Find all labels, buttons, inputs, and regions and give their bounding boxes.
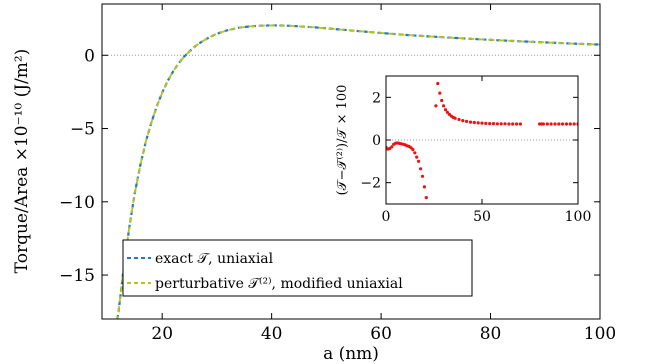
inset-y-axis: 2 0 −2 <box>360 90 578 192</box>
main-y-tick-label: 0 <box>84 46 95 66</box>
inset-data-point <box>557 122 561 126</box>
inset-data-point <box>442 104 446 108</box>
inset-data-point <box>553 122 557 126</box>
inset-x-tick-label: 0 <box>382 209 391 225</box>
inset-x-axis: 0 50 100 <box>382 76 592 225</box>
inset-data-point <box>415 155 419 159</box>
legend-label-exact: exact 𝒯, uniaxial <box>155 251 274 267</box>
main-x-axis-label: a (nm) <box>323 344 379 364</box>
main-y-tick-label: −10 <box>59 193 95 213</box>
main-series-group <box>116 24 600 319</box>
main-y-axis: 0 −5 −10 −15 <box>59 46 600 286</box>
inset-data-point <box>411 148 415 152</box>
main-x-axis: 20 40 60 80 100 <box>151 4 616 344</box>
main-x-tick-label: 80 <box>480 324 502 344</box>
inset-data-point <box>545 122 549 126</box>
inset-y-tick-label: 2 <box>372 90 381 106</box>
main-plot-frame <box>101 3 601 320</box>
inset-x-tick-label: 100 <box>565 209 592 225</box>
inset-x-tick-label: 50 <box>473 209 491 225</box>
inset-data-point <box>413 151 417 155</box>
inset-data-point <box>445 110 449 114</box>
main-y-axis-label: Torque/Area ×10⁻¹⁰ (J/m²) <box>12 49 32 274</box>
inset-data-point <box>488 122 492 126</box>
main-x-tick-label: 60 <box>370 324 392 344</box>
legend-label-perturbative: perturbative 𝒯⁽²⁾, modified uniaxial <box>155 276 403 292</box>
inset-data-point <box>507 122 511 126</box>
main-y-tick-label: −5 <box>70 120 95 140</box>
inset-data-point <box>472 120 476 125</box>
main-y-tick-label: −15 <box>59 266 95 286</box>
inset-data-point <box>549 122 553 126</box>
main-x-tick-label: 100 <box>584 324 616 344</box>
inset-data-point <box>420 174 425 178</box>
inset-data-point <box>518 122 523 126</box>
inset-data-point <box>572 122 576 126</box>
inset-data-point <box>443 108 448 112</box>
inset-data-point <box>440 98 444 103</box>
inset-data-point <box>417 159 421 163</box>
series-perturbative-line <box>116 24 600 319</box>
inset-y-tick-label: 0 <box>372 133 381 149</box>
inset-data-point <box>561 122 565 126</box>
inset-data-point <box>484 121 488 125</box>
inset-data-point <box>434 104 438 108</box>
inset-data-point <box>453 116 457 120</box>
inset-data-point <box>461 119 465 123</box>
main-legend: exact 𝒯, uniaxial perturbative 𝒯⁽²⁾, mod… <box>122 239 473 297</box>
inset-data-point <box>465 119 469 123</box>
main-x-tick-label: 20 <box>151 324 173 344</box>
inset-data-point <box>499 122 503 126</box>
inset-data-point <box>564 122 569 126</box>
inset-data-point <box>515 122 519 126</box>
inset-data-point <box>491 122 496 126</box>
inset-data-point <box>468 120 473 124</box>
inset-data-point <box>503 122 507 126</box>
inset-y-axis-label: (𝒯−𝒯⁽²⁾)/𝒯 × 100 <box>335 85 350 196</box>
inset-data-point <box>436 81 440 86</box>
inset-data-point <box>419 167 423 171</box>
inset-data-point <box>511 122 515 126</box>
inset-y-tick-label: −2 <box>360 176 381 192</box>
inset-data-point <box>422 185 426 189</box>
inset-data-point <box>457 117 461 122</box>
legend-box <box>122 239 473 297</box>
inset-data-point <box>476 121 480 125</box>
inset-data-point <box>541 122 546 126</box>
inset-data-point <box>480 121 484 125</box>
inset-data-point <box>390 145 394 149</box>
inset-scatter-points <box>386 81 578 200</box>
inset-data-point <box>568 122 572 126</box>
inset-data-point <box>424 196 428 200</box>
main-x-tick-label: 40 <box>261 324 283 344</box>
inset-data-point <box>438 91 442 95</box>
inset-data-point <box>495 122 499 126</box>
